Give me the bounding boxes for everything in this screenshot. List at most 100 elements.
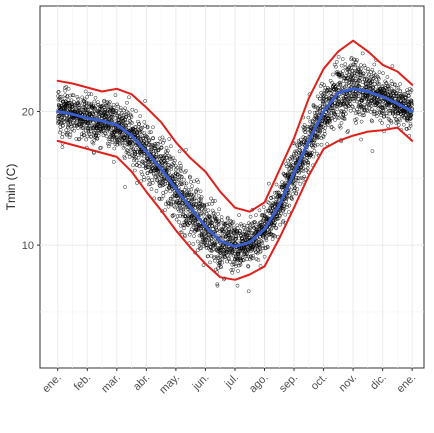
data-point [346, 98, 350, 103]
data-point [134, 158, 139, 163]
data-point [354, 117, 359, 121]
data-point [196, 180, 201, 184]
data-point [137, 161, 141, 165]
data-point [398, 82, 402, 86]
data-point [154, 141, 159, 146]
data-point [323, 126, 327, 130]
data-point [235, 283, 240, 288]
data-point [99, 145, 103, 150]
data-point [71, 93, 76, 98]
data-point [261, 218, 266, 223]
data-point [236, 256, 240, 261]
data-point [114, 109, 119, 113]
data-point [205, 202, 209, 207]
data-point [217, 259, 222, 264]
data-point [289, 155, 294, 159]
data-point [248, 227, 252, 232]
data-point [124, 114, 129, 119]
data-point [344, 84, 349, 88]
data-point [292, 188, 297, 193]
data-point [405, 90, 410, 95]
data-point [319, 136, 324, 140]
data-point [257, 245, 262, 250]
data-point [249, 254, 254, 258]
data-point [405, 115, 410, 120]
data-point [183, 185, 188, 190]
data-point [195, 187, 200, 192]
data-point [102, 99, 106, 104]
data-point [278, 222, 282, 227]
data-point [76, 100, 81, 105]
data-point [76, 97, 81, 101]
data-point [152, 151, 156, 156]
data-point [369, 85, 373, 90]
data-point [318, 129, 322, 134]
data-point [349, 57, 354, 62]
data-point [331, 72, 335, 77]
data-point [170, 214, 175, 218]
data-point [75, 95, 80, 99]
data-point [335, 70, 340, 74]
data-point [93, 135, 98, 140]
data-point [319, 142, 324, 147]
data-point [359, 99, 364, 104]
data-point [126, 151, 130, 156]
data-point [340, 57, 345, 61]
data-point [246, 289, 251, 294]
data-point [77, 137, 82, 141]
data-point [192, 192, 196, 197]
data-point [307, 110, 312, 114]
data-point [199, 195, 204, 199]
data-point [288, 187, 293, 192]
data-point [305, 156, 310, 160]
data-point [193, 250, 197, 255]
y-tick-label: 20 [22, 107, 34, 119]
data-point [238, 229, 242, 233]
data-point [215, 283, 220, 288]
data-point [358, 63, 363, 67]
data-point [409, 113, 413, 117]
data-point [251, 253, 255, 258]
data-point [130, 107, 135, 112]
data-point [292, 184, 297, 188]
data-point [309, 152, 314, 157]
data-point [161, 194, 166, 198]
data-point [149, 169, 154, 174]
data-point [81, 126, 86, 130]
data-point [209, 196, 213, 201]
data-point [273, 221, 277, 225]
data-point [177, 186, 181, 191]
data-point [177, 203, 181, 207]
data-point [188, 174, 192, 179]
data-point [367, 72, 371, 77]
data-point [274, 182, 279, 187]
data-point [139, 151, 144, 156]
data-point [311, 104, 316, 108]
data-point [113, 93, 118, 97]
data-point [282, 202, 287, 207]
data-point [293, 186, 297, 190]
data-point [125, 138, 130, 142]
data-point [109, 126, 114, 130]
data-point [141, 139, 146, 144]
data-point [199, 246, 204, 250]
data-point [257, 243, 261, 248]
data-point [370, 149, 375, 153]
data-point [156, 174, 161, 179]
data-point [142, 154, 146, 159]
data-point [181, 206, 186, 211]
data-point [138, 114, 143, 119]
data-point [82, 133, 87, 138]
data-point [140, 172, 145, 177]
data-point [326, 123, 330, 128]
data-point [186, 223, 190, 227]
data-point [236, 250, 241, 254]
smooth-mean-line [56, 87, 414, 248]
data-point [166, 204, 171, 209]
data-point [235, 226, 240, 231]
data-point [195, 239, 200, 244]
data-point [197, 209, 201, 213]
data-point [215, 240, 219, 244]
data-point [151, 136, 155, 141]
x-tick-label: ene. [40, 372, 64, 396]
